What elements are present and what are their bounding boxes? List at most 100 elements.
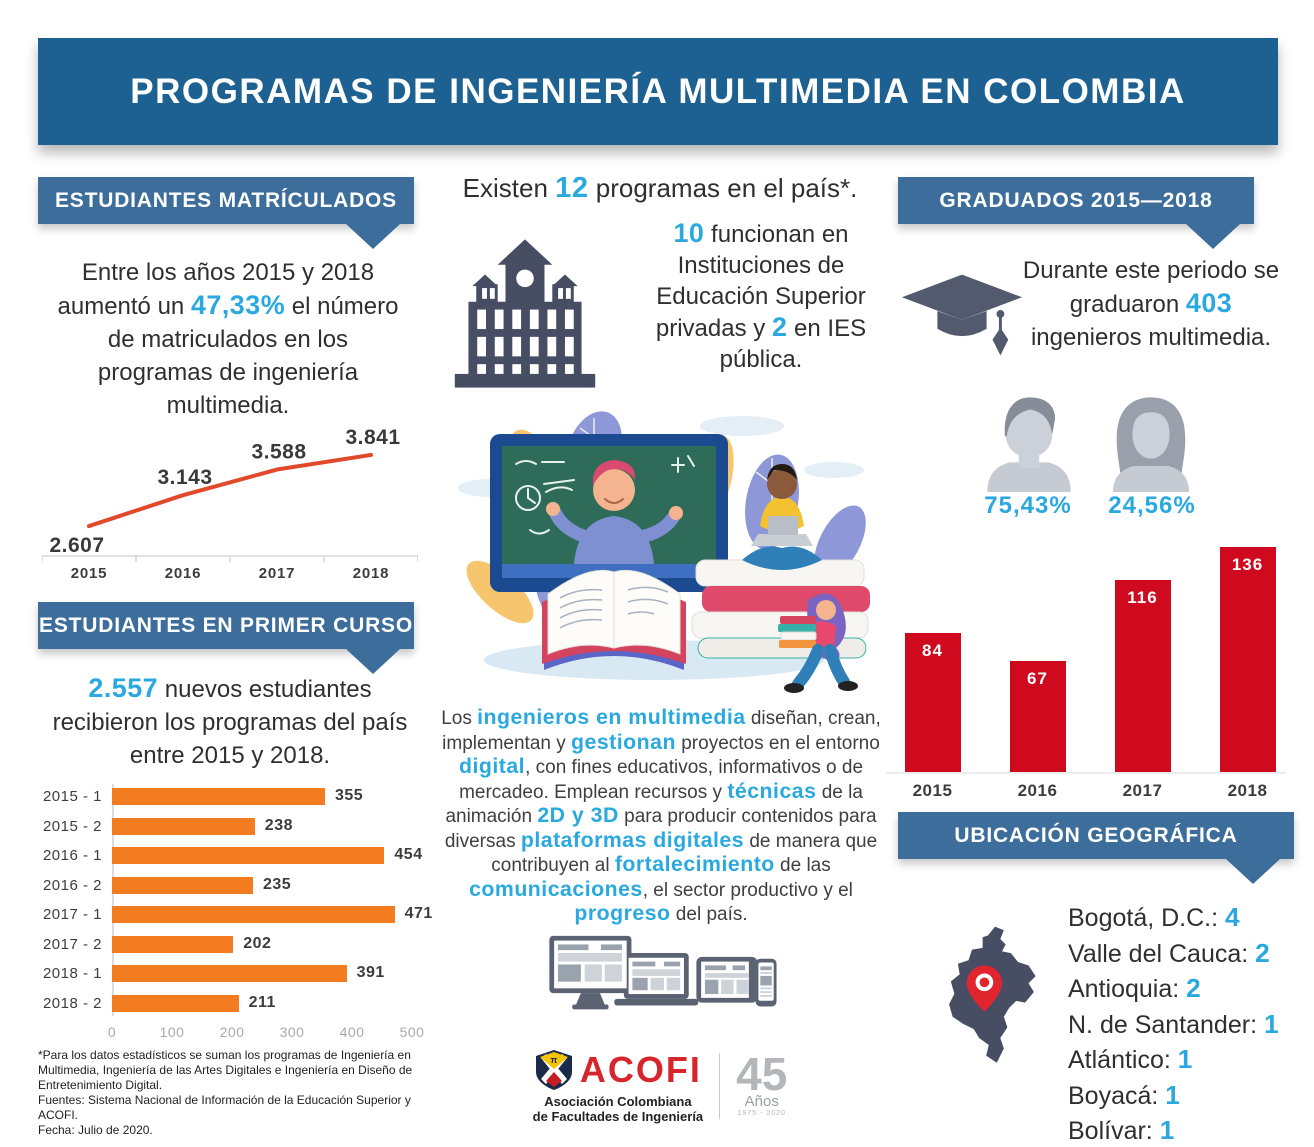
acofi-subtitle-line1: Asociación Colombiana (544, 1094, 692, 1109)
value-label: 355 (335, 787, 364, 805)
value-label: 202 (243, 934, 272, 952)
multimedia-description: Los ingenieros en multimedia diseñan, cr… (438, 705, 884, 927)
graduation-cap-icon (901, 274, 1023, 356)
footnote-line: Fuentes: Sistema Nacional de Información… (38, 1093, 411, 1122)
category-label: 2015 - 1 (42, 788, 102, 806)
text-segment: , el sector productivo y el (642, 879, 853, 901)
value-label: 211 (248, 993, 276, 1011)
highlight-text: ingenieros en multimedia (477, 705, 746, 729)
highlight-text: 2.557 (88, 673, 159, 703)
location-label: Bogotá, D.C.: (1068, 904, 1226, 932)
anniversary-mark: 45 Años 1975 - 2020 (736, 1047, 788, 1119)
x-tick-label: 2015 (71, 565, 108, 582)
x-tick-label: 200 (219, 1024, 245, 1040)
bar (112, 935, 234, 953)
chart-axis-line (112, 784, 114, 1016)
highlight-text: fortalecimiento (614, 852, 775, 876)
footnote-line: *Para los datos estadísticos se suman lo… (38, 1048, 413, 1092)
highlight-text: 2D y 3D (537, 803, 619, 827)
bar: 67 (1009, 660, 1066, 772)
university-building-icon (454, 239, 596, 388)
programs-intro-text: Existen 12 programas en el país*. (440, 172, 880, 205)
female-avatar-icon (1112, 397, 1190, 492)
acofi-wordmark: ACOFI (579, 1049, 702, 1090)
data-label: 2.607 (49, 534, 104, 557)
footnote-line: Fecha: Julio de 2020. (38, 1123, 153, 1137)
category-label: 2018 - 1 (42, 965, 102, 983)
logo-divider (719, 1053, 721, 1119)
highlight-text: 403 (1185, 288, 1233, 318)
value-label: 235 (263, 875, 292, 893)
x-tick-label: 2016 (1017, 781, 1058, 800)
data-line (87, 452, 373, 529)
highlight-text: 47,33% (190, 290, 286, 320)
bar-row: 2018 - 1 391 (38, 959, 430, 989)
location-value: 4 (1225, 902, 1241, 932)
location-pin-icon (966, 965, 1003, 1012)
text-segment: ingenieros multimedia. (1030, 324, 1272, 351)
location-value: 2 (1186, 973, 1202, 1003)
location-label: Atlántico: (1068, 1046, 1178, 1074)
location-item: Valle del Cauca: 2 (1068, 936, 1304, 972)
bar (112, 788, 325, 806)
text-segment: nuevos estudiantes recibieron los progra… (52, 676, 408, 769)
x-tick-label: 0 (107, 1024, 117, 1040)
x-tick-label: 2016 (165, 565, 202, 582)
location-item: N. de Santander: 1 (1068, 1007, 1304, 1043)
page-title: PROGRAMAS DE INGENIERÍA MULTIMEDIA EN CO… (130, 71, 1186, 111)
highlight-text: gestionan (571, 729, 676, 754)
location-list: Bogotá, D.C.: 4 Valle del Cauca: 2 Antioqu… (1068, 900, 1304, 1147)
highlight-text: 10 (673, 218, 705, 248)
location-item: Boyacá: 1 (1068, 1078, 1304, 1114)
banner-pointer (1226, 859, 1280, 884)
data-label: 3.841 (345, 428, 400, 449)
male-percentage: 75,43% (984, 492, 1072, 519)
highlight-text: plataformas digitales (520, 827, 745, 852)
category-label: 2017 - 1 (42, 906, 102, 924)
highlight-text: comunicaciones (469, 876, 643, 901)
value-label: 136 (1231, 554, 1264, 574)
location-label: Valle del Cauca: (1068, 939, 1256, 968)
text-segment: diseñan, crean, implementan y (442, 708, 881, 754)
highlight-text: 2 (771, 312, 788, 342)
x-tick-label: 100 (159, 1024, 185, 1040)
text-segment: , con fines educativos, informativos o d… (459, 757, 864, 803)
matriculados-text: Entre los años 2015 y 2018 aumentó un 47… (48, 256, 408, 422)
location-label: Bolívar: (1068, 1117, 1160, 1145)
bar-row: 2017 - 2 202 (38, 930, 430, 960)
value-label: 471 (404, 905, 433, 923)
page-header: PROGRAMAS DE INGENIERÍA MULTIMEDIA EN CO… (38, 38, 1278, 145)
category-label: 2018 - 2 (42, 994, 102, 1012)
value-label: 238 (264, 816, 293, 834)
bar-row: 2017 - 1 471 (38, 900, 433, 930)
text-segment: de manera que contribuyen al (491, 830, 878, 877)
location-value: 1 (1177, 1044, 1193, 1074)
anniversary-number: 45 (736, 1047, 788, 1100)
section-banner-graduados-label: GRADUADOS 2015—2018 (939, 188, 1213, 212)
banner-pointer (1186, 224, 1240, 249)
anniversary-label: Años (744, 1092, 779, 1110)
acofi-logo: π ACOFI Asociación Colombiana de Faculta… (440, 1048, 880, 1124)
bar: 84 (904, 632, 961, 772)
colombia-map-icon (949, 926, 1036, 1063)
bar-row: 2015 - 2 238 (38, 812, 430, 842)
bar (112, 817, 255, 835)
location-label: Boyacá: (1068, 1081, 1166, 1110)
graduados-text: Durante este periodo se graduaron 403 in… (1012, 254, 1290, 354)
matriculados-line-chart: 2.607 2015 3.143 2016 3.588 2017 3.841 2018 (42, 428, 418, 582)
category-label: 2017 - 2 (42, 935, 102, 953)
section-banner-primer-curso: ESTUDIANTES EN PRIMER CURSO (38, 602, 414, 674)
value-label: 84 (922, 640, 943, 660)
data-label: 3.588 (251, 441, 306, 464)
graduados-bar-chart: 84 2015 67 2016 116 2017 136 2018 (880, 535, 1300, 807)
bar (112, 906, 395, 924)
x-tick-label: 2015 (912, 781, 953, 800)
category-label: 2016 - 1 (42, 847, 102, 865)
section-banner-matriculados-label: ESTUDIANTES MATRÍCULADOS (55, 188, 397, 212)
section-banner-primer-curso-label: ESTUDIANTES EN PRIMER CURSO (39, 613, 413, 637)
section-banner-ubicacion: UBICACIÓN GEOGRÁFICA (898, 812, 1294, 884)
acofi-shield-icon: π (535, 1050, 572, 1090)
text-segment: del país. (670, 904, 748, 925)
section-banner-graduados: GRADUADOS 2015—2018 (898, 177, 1254, 249)
